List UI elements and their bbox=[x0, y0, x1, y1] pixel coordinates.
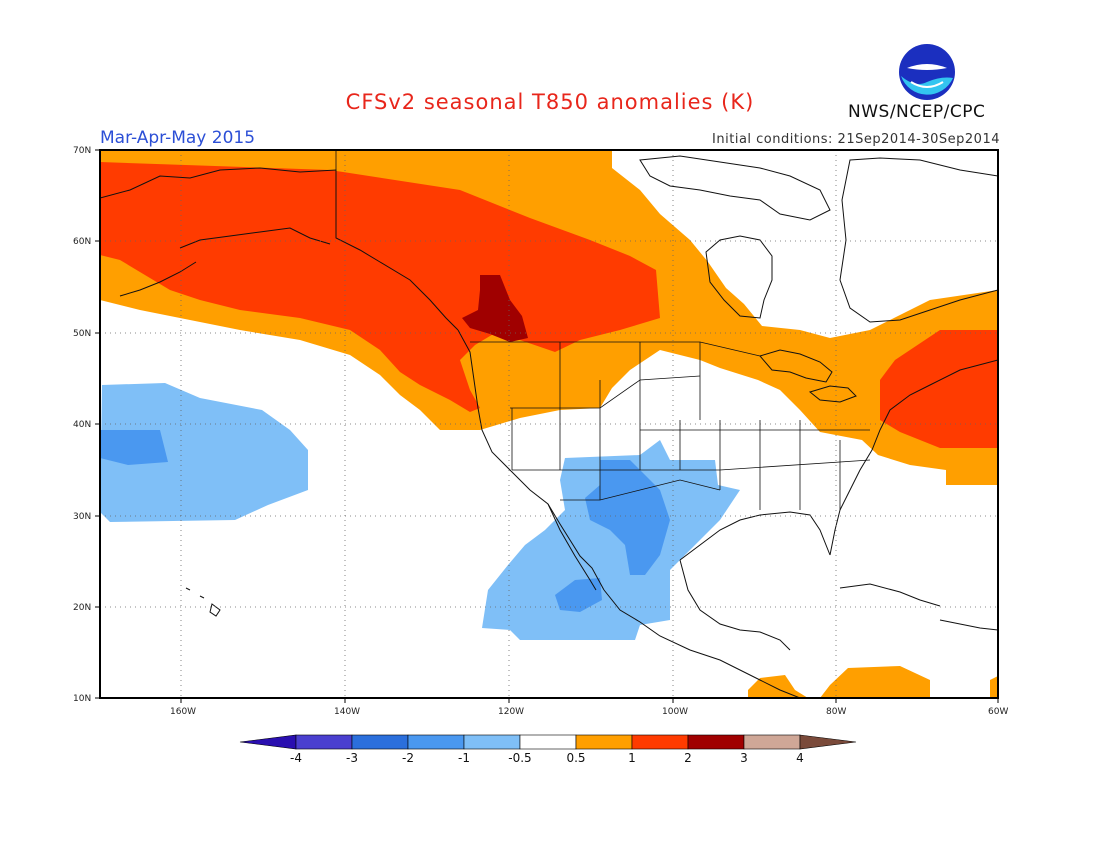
legend-label: -1 bbox=[458, 751, 470, 765]
anomaly-shading bbox=[100, 150, 998, 698]
legend-label: -0.5 bbox=[508, 751, 531, 765]
anomaly-shading bbox=[990, 676, 998, 698]
longitude-labels: 160W 140W 120W 100W 80W 60W bbox=[170, 707, 1008, 717]
legend-swatch bbox=[351, 734, 409, 750]
lon-label: 80W bbox=[826, 707, 846, 717]
lon-label: 60W bbox=[988, 707, 1008, 717]
anomaly-shading bbox=[482, 440, 740, 640]
legend-swatch bbox=[743, 734, 801, 750]
legend-swatch bbox=[687, 734, 745, 750]
anomaly-shading bbox=[100, 162, 660, 412]
legend-label: -3 bbox=[346, 751, 358, 765]
lat-label: 60N bbox=[73, 237, 91, 247]
lat-label: 20N bbox=[73, 603, 91, 613]
anomaly-shading bbox=[585, 460, 670, 575]
latitude-labels: 70N 60N 50N 40N 30N 20N 10N bbox=[73, 146, 91, 704]
anomaly-shading bbox=[880, 330, 998, 448]
legend-swatch bbox=[799, 734, 857, 750]
initial-conditions-label: Initial conditions: 21Sep2014-30Sep2014 bbox=[712, 132, 1000, 147]
legend-swatch bbox=[575, 734, 633, 750]
axis-ticks bbox=[95, 149, 999, 703]
lat-label: 70N bbox=[73, 146, 91, 156]
legend-label: 3 bbox=[740, 751, 748, 765]
lat-label: 10N bbox=[73, 694, 91, 704]
lon-label: 160W bbox=[170, 707, 196, 717]
season-label: Mar-Apr-May 2015 bbox=[100, 128, 256, 148]
anomaly-shading bbox=[100, 383, 308, 522]
anomaly-shading bbox=[100, 430, 168, 465]
map-title: CFSv2 seasonal T850 anomalies (K) bbox=[345, 90, 755, 114]
legend-swatch bbox=[463, 734, 521, 750]
anomaly-shading bbox=[748, 675, 808, 698]
lat-label: 30N bbox=[73, 512, 91, 522]
legend-swatch bbox=[519, 734, 577, 750]
legend-swatch bbox=[239, 734, 297, 750]
anomaly-shading bbox=[555, 578, 602, 612]
anomaly-shading bbox=[820, 666, 930, 698]
lat-label: 50N bbox=[73, 329, 91, 339]
coastlines bbox=[100, 155, 998, 698]
legend-label: -4 bbox=[290, 751, 302, 765]
legend-label: -2 bbox=[402, 751, 414, 765]
anomaly-shading bbox=[462, 275, 528, 342]
legend-label: 4 bbox=[796, 751, 804, 765]
lat-label: 40N bbox=[73, 420, 91, 430]
noaa-logo-icon bbox=[899, 44, 955, 100]
legend-label: 0.5 bbox=[566, 751, 585, 765]
state-borders bbox=[335, 150, 871, 510]
legend-label: 1 bbox=[628, 751, 636, 765]
legend-swatch bbox=[407, 734, 465, 750]
color-legend: -4 -3 -2 -1 -0.5 0.5 1 2 3 4 bbox=[239, 734, 857, 765]
lon-label: 100W bbox=[662, 707, 688, 717]
lon-label: 140W bbox=[334, 707, 360, 717]
legend-label: 2 bbox=[684, 751, 692, 765]
legend-swatch bbox=[295, 734, 353, 750]
lon-label: 120W bbox=[498, 707, 524, 717]
organization-label: NWS/NCEP/CPC bbox=[848, 102, 986, 122]
legend-swatch bbox=[631, 734, 689, 750]
